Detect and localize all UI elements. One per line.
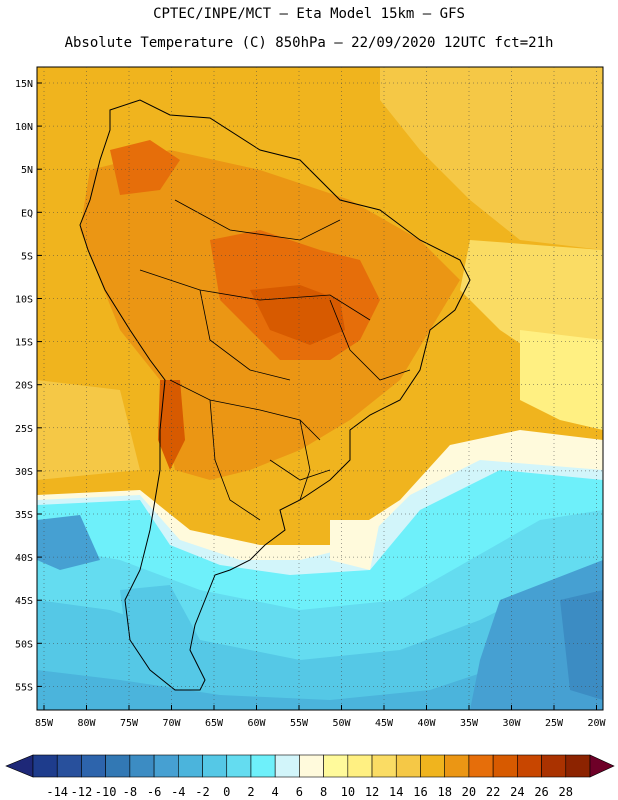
colorbar-swatch <box>226 754 252 778</box>
colorbar-label: -14 <box>46 785 68 799</box>
colorbar-swatch <box>81 754 106 778</box>
colorbar-label: 18 <box>437 785 451 799</box>
colorbar-swatch <box>250 754 276 778</box>
colorbar-label: 8 <box>320 785 327 799</box>
temperature-field <box>37 67 603 710</box>
colorbar-swatch <box>105 754 131 778</box>
colorbar-label: 22 <box>486 785 500 799</box>
colorbar-under-arrow <box>5 754 34 778</box>
colorbar-swatch <box>178 754 203 778</box>
lon-label: 70W <box>162 718 181 729</box>
lon-label: 85W <box>35 718 54 729</box>
graticule <box>37 67 603 710</box>
colorbar-swatch <box>468 754 494 778</box>
latitude-labels: 15N 10N 5N EQ 5S 10S 15S 20S 25S 30S 35S 40S 45S 50S 5… <box>15 79 33 693</box>
map-frame <box>36 66 604 711</box>
colorbar-swatch <box>153 754 179 778</box>
lat-label: 20S <box>15 381 33 392</box>
lat-label: 30S <box>15 467 33 478</box>
colorbar-label: -8 <box>123 785 137 799</box>
colorbar-labels: -14 -12 -10 -8 -6 -4 -2 0 2 4 6 8 10 12 14 16 18 20 22 24 26… <box>46 785 573 799</box>
chart-subtitle: Absolute Temperature (C) 850hPa – 22/09/… <box>64 35 554 51</box>
colorbar-swatch <box>299 754 324 778</box>
lon-label: 30W <box>502 718 521 729</box>
lon-label: 65W <box>205 718 224 729</box>
chart-title: CPTEC/INPE/MCT – Eta Model 15km – GFS <box>153 6 465 22</box>
colorbar-label: 0 <box>223 785 230 799</box>
colorbar-label: -2 <box>195 785 209 799</box>
colorbar-swatch <box>202 754 228 778</box>
colorbar-swatch <box>129 754 155 778</box>
lon-label: 40W <box>417 718 436 729</box>
colorbar-label: 16 <box>413 785 427 799</box>
colorbar-label: -12 <box>71 785 93 799</box>
colorbar-swatch <box>371 754 397 778</box>
lat-label: 5N <box>21 165 33 176</box>
lon-label: 20W <box>587 718 606 729</box>
lat-label: 25S <box>15 424 33 435</box>
lat-label: 55S <box>15 682 33 693</box>
lat-label: 15N <box>15 79 33 90</box>
lat-label: 15S <box>15 338 33 349</box>
colorbar-label: 14 <box>389 785 403 799</box>
colorbar-label: 4 <box>272 785 279 799</box>
colorbar-label: 2 <box>247 785 254 799</box>
lon-label: 50W <box>332 718 351 729</box>
lon-label: 60W <box>247 718 266 729</box>
colorbar-label: 6 <box>296 785 303 799</box>
colorbar-swatch <box>541 754 567 778</box>
lat-label: 5S <box>21 251 33 262</box>
colorbar-label: 10 <box>341 785 355 799</box>
colorbar-swatch <box>517 754 542 778</box>
lon-label: 80W <box>77 718 96 729</box>
colorbar-swatch <box>56 754 82 778</box>
colorbar-label: 12 <box>365 785 379 799</box>
lat-label: 10S <box>15 295 33 306</box>
lon-label: 35W <box>460 718 479 729</box>
colorbar-swatch <box>565 754 591 778</box>
colorbar-label: -4 <box>171 785 185 799</box>
lat-label: 10N <box>15 122 33 133</box>
lat-label: 40S <box>15 553 33 564</box>
colorbar-swatch <box>492 754 518 778</box>
colorbar-swatch <box>347 754 373 778</box>
longitude-labels: 85W 80W 75W 70W 65W 60W 55W 50W 45W 40W 35W 30W 25W 2… <box>35 718 607 729</box>
lon-label: 45W <box>375 718 394 729</box>
colorbar-swatch <box>32 754 58 778</box>
lat-label: 50S <box>15 639 33 650</box>
lat-label: EQ <box>21 208 33 219</box>
colorbar-label: -10 <box>95 785 117 799</box>
lat-label: 35S <box>15 510 33 521</box>
colorbar-label: 26 <box>534 785 548 799</box>
colorbar-swatch <box>274 754 300 778</box>
lat-label: 45S <box>15 596 33 607</box>
colorbar-label: 28 <box>559 785 573 799</box>
colorbar-over-arrow <box>589 754 615 778</box>
colorbar-label: 20 <box>462 785 476 799</box>
colorbar-swatch <box>420 754 445 778</box>
lon-label: 25W <box>545 718 564 729</box>
country-borders <box>139 199 411 521</box>
colorbar-swatch <box>444 754 470 778</box>
colorbar <box>5 754 615 778</box>
colorbar-swatch <box>323 754 349 778</box>
colorbar-label: 24 <box>510 785 524 799</box>
lon-label: 55W <box>290 718 309 729</box>
colorbar-label: -6 <box>147 785 161 799</box>
lon-label: 75W <box>120 718 139 729</box>
colorbar-swatch <box>395 754 421 778</box>
